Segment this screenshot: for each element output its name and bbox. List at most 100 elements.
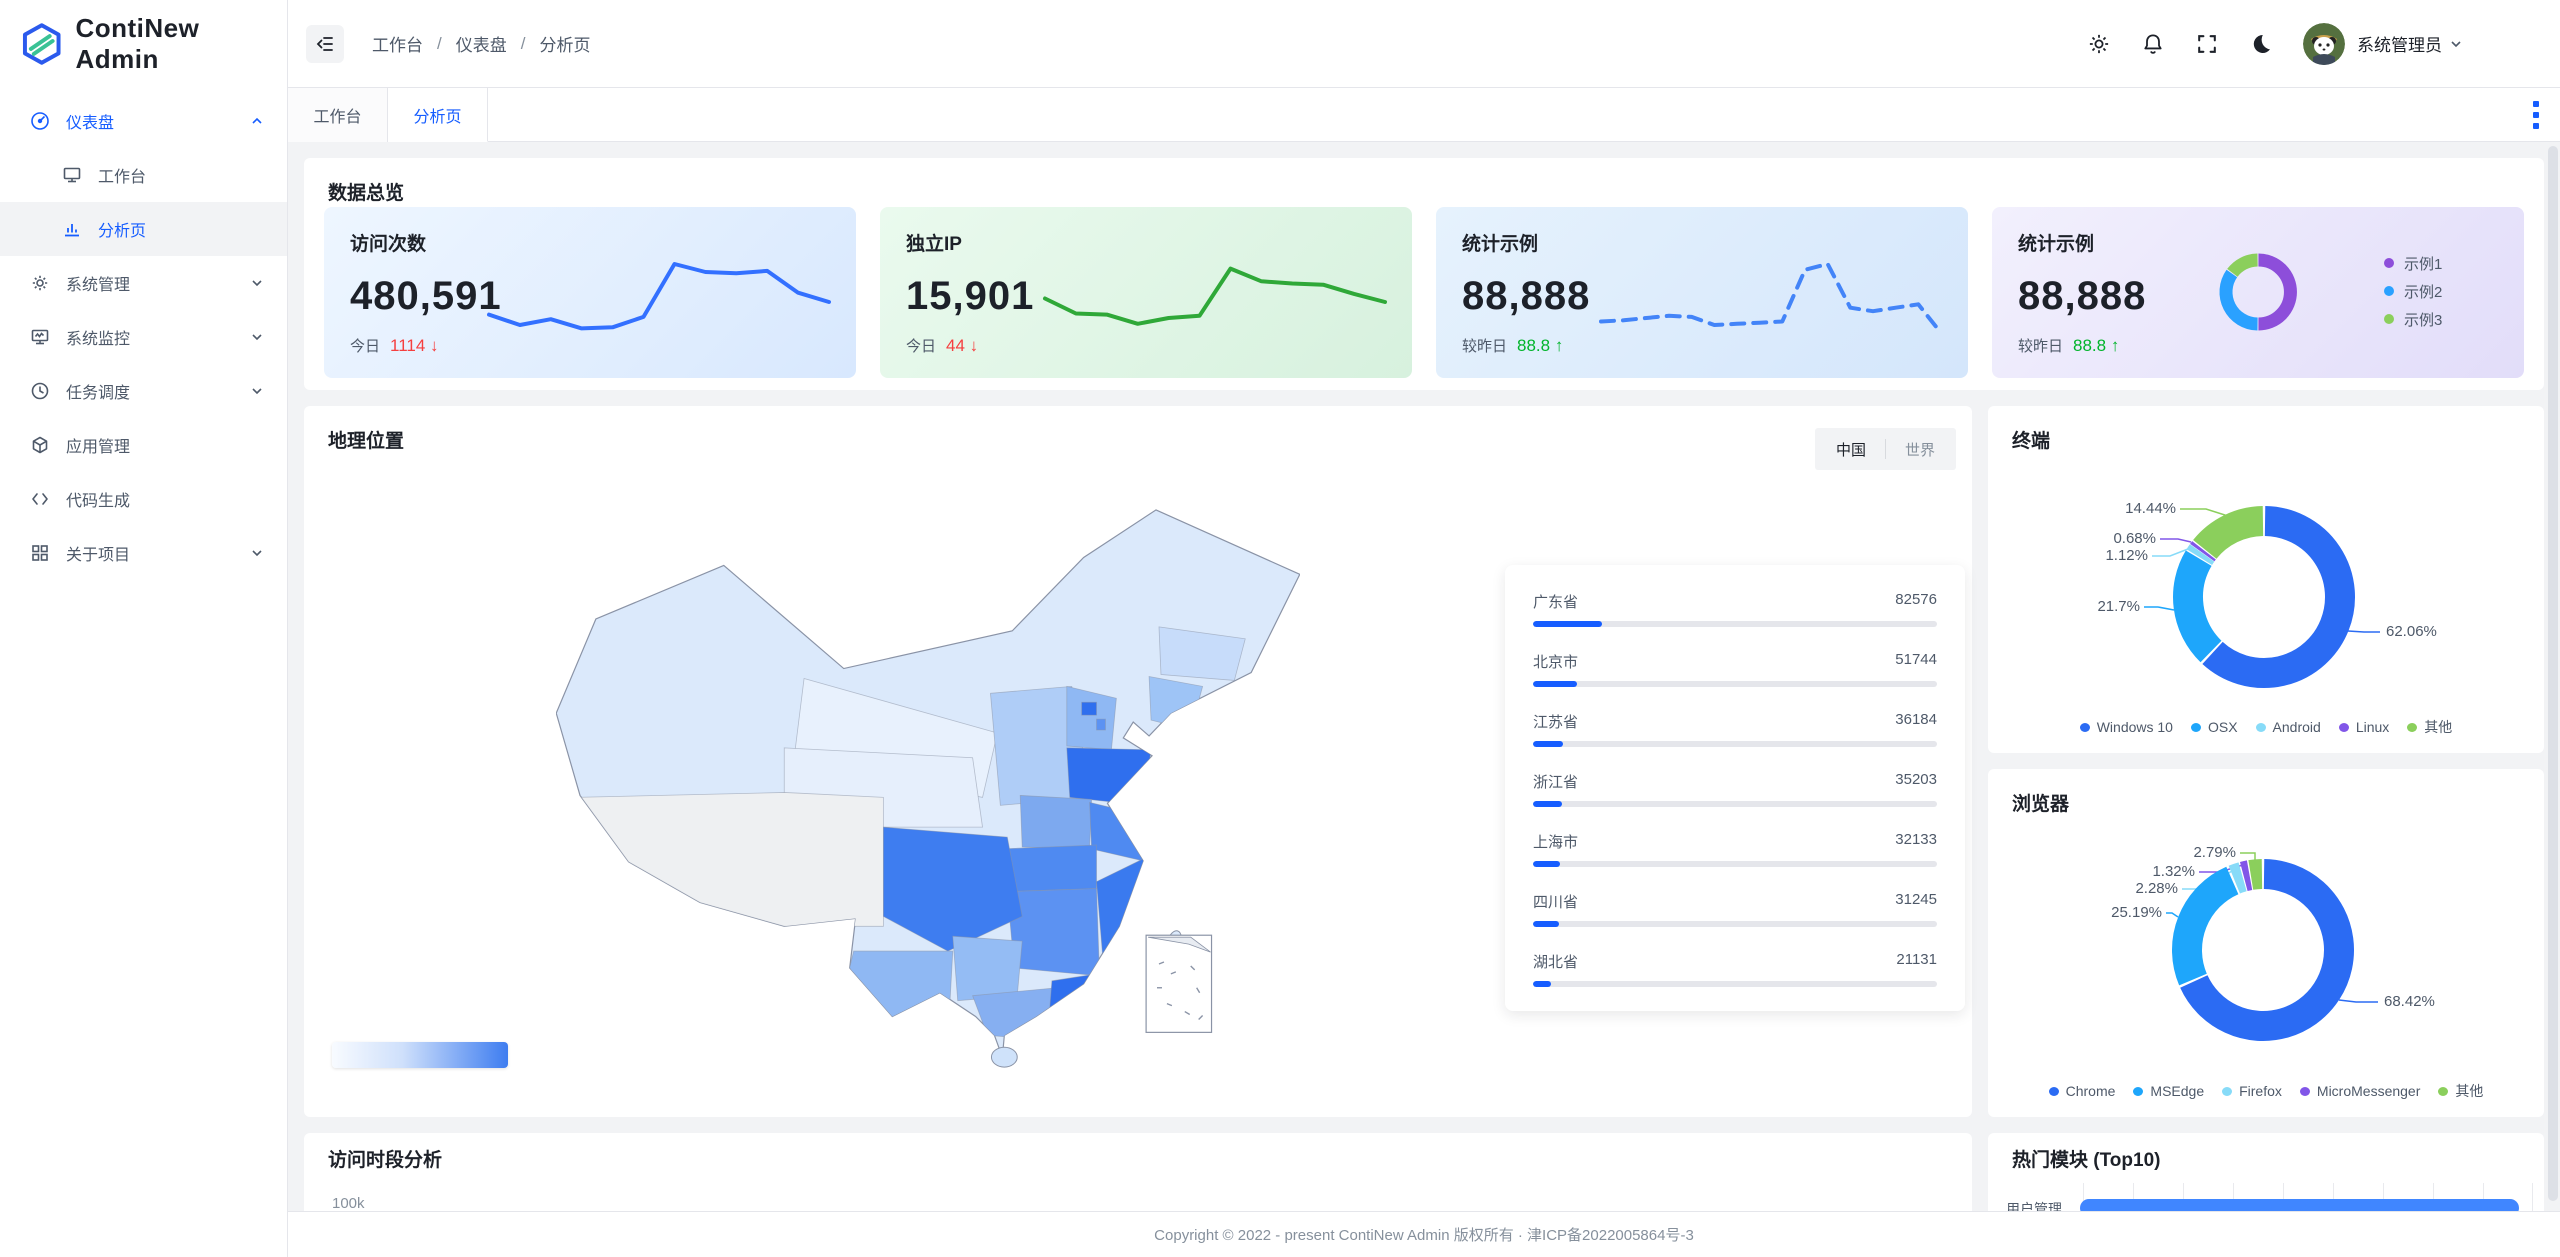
province-name: 广东省 xyxy=(1533,594,1579,611)
username[interactable]: 系统管理员 xyxy=(2357,36,2442,55)
province-row: 湖北省 21131 xyxy=(1533,951,1937,1011)
sidebar-item-system-management[interactable]: 系统管理 xyxy=(0,256,287,310)
breadcrumb: 工作台 / 仪表盘 / 分析页 xyxy=(372,31,590,56)
arrow-down-icon: ↓ xyxy=(969,335,979,355)
arrow-up-icon: ↑ xyxy=(2110,335,2120,355)
sample-donut-chart xyxy=(2219,253,2297,331)
dashboard-icon xyxy=(31,112,49,130)
browser-title: 浏览器 xyxy=(2012,794,2070,815)
overview-title: 数据总览 xyxy=(328,183,405,204)
donut-callout: 2.28% xyxy=(2135,880,2178,897)
top-modules-card: 热门模块 (Top10) 用户管理 xyxy=(1988,1133,2544,1211)
module-category-label: 用户管理 xyxy=(2006,1201,2062,1211)
donut-callout: 0.68% xyxy=(2113,530,2156,547)
province-name: 江苏省 xyxy=(1533,714,1579,731)
province-row: 上海市 32133 xyxy=(1533,831,1937,891)
stat-card-sample-donut: 统计示例 88,888 较昨日 88.8 ↑ 示例1 示例2 示例3 xyxy=(1992,207,2524,378)
breadcrumb-item[interactable]: 仪表盘 xyxy=(455,36,507,55)
china-map[interactable] xyxy=(556,500,1300,1075)
geo-title: 地理位置 xyxy=(328,431,405,452)
geo-card: 地理位置 中国 世界 xyxy=(304,406,1972,1117)
stat-value: 88,888 xyxy=(1462,274,1591,318)
donut-callout: 25.19% xyxy=(2111,904,2162,921)
province-row: 江苏省 36184 xyxy=(1533,711,1937,771)
toggle-world[interactable]: 世界 xyxy=(1904,441,1935,459)
stat-card-visits: 访问次数 480,591 今日 1114 ↓ xyxy=(324,207,856,378)
donut-callout: 21.7% xyxy=(2097,598,2140,615)
tab-actions-icon[interactable] xyxy=(2512,88,2560,141)
stat-title: 统计示例 xyxy=(2018,234,2095,255)
sidebar-menu: 仪表盘 工作台 分析页 系统管理 xyxy=(0,88,287,580)
map-density-legend[interactable] xyxy=(332,1042,508,1068)
tab-workplace[interactable]: 工作台 xyxy=(288,88,388,142)
sample-sparkline xyxy=(1599,262,1943,335)
donut-callout: 14.44% xyxy=(2125,500,2176,517)
province-value: 32133 xyxy=(1895,831,1937,848)
chevron-down-icon xyxy=(252,550,262,557)
province-ranking-panel: 广东省 82576 北京市 51744 江苏省 36184 浙江省 35203 上海市 3… xyxy=(1505,565,1965,1011)
browser-card: 浏览器 2.79% 1.32% 2.28% 25.19% 68.42% Chro… xyxy=(1988,769,2544,1117)
sidebar-item-app-management[interactable]: 应用管理 xyxy=(0,418,287,472)
settings-icon[interactable] xyxy=(2079,24,2119,64)
app-logo[interactable]: ContiNew Admin xyxy=(0,0,287,88)
donut-callout: 68.42% xyxy=(2384,993,2435,1010)
ip-sparkline xyxy=(1043,266,1387,326)
province-row: 四川省 31245 xyxy=(1533,891,1937,951)
donut-callout: 2.79% xyxy=(2193,844,2236,861)
fullscreen-icon[interactable] xyxy=(2187,24,2227,64)
terminal-legend: Windows 10 OSX Android Linux 其他 xyxy=(1988,717,2544,737)
dark-mode-icon[interactable] xyxy=(2241,24,2281,64)
breadcrumb-item[interactable]: 分析页 xyxy=(539,36,591,55)
stat-value: 480,591 xyxy=(350,274,502,318)
tab-analysis[interactable]: 分析页 xyxy=(388,88,488,142)
sidebar-item-task-schedule[interactable]: 任务调度 xyxy=(0,364,287,418)
sidebar-collapse-button[interactable] xyxy=(306,24,344,63)
province-name: 上海市 xyxy=(1533,834,1579,851)
overview-card: 数据总览 访问次数 480,591 今日 1114 ↓ 独立IP 15,901 … xyxy=(304,158,2544,390)
stat-card-sample-line: 统计示例 88,888 较昨日 88.8 ↑ xyxy=(1436,207,1968,378)
arrow-up-icon: ↑ xyxy=(1554,335,1564,355)
province-name: 浙江省 xyxy=(1533,774,1579,791)
browser-donut-chart xyxy=(2166,852,2378,1041)
cube-icon xyxy=(32,436,48,454)
stat-foot-label: 今日 xyxy=(906,338,937,355)
province-value: 51744 xyxy=(1895,651,1937,668)
sidebar-item-workplace[interactable]: 工作台 xyxy=(0,148,287,202)
chevron-down-icon xyxy=(252,280,262,287)
donut-callout: 1.12% xyxy=(2105,547,2148,564)
workplace-icon xyxy=(63,167,81,183)
stat-title: 统计示例 xyxy=(1462,234,1539,255)
chevron-down-icon xyxy=(252,388,262,395)
chevron-down-icon xyxy=(2451,40,2461,47)
top-modules-title: 热门模块 (Top10) xyxy=(2012,1150,2161,1171)
map-scope-toggle: 中国 世界 xyxy=(1815,428,1956,470)
sidebar-item-about-project[interactable]: 关于项目 xyxy=(0,526,287,580)
sidebar-item-analysis[interactable]: 分析页 xyxy=(0,202,287,256)
avatar[interactable] xyxy=(2303,22,2345,65)
sample-donut-legend: 示例1 示例2 示例3 xyxy=(2384,249,2442,333)
code-icon xyxy=(32,493,48,505)
monitor-wave-icon xyxy=(31,329,49,345)
visit-hours-card: 访问时段分析 100k xyxy=(304,1133,1972,1211)
sidebar-item-code-generation[interactable]: 代码生成 xyxy=(0,472,287,526)
terminal-card: 终端 14.44% 0.68% 1.12% 21.7% 62.06% Windo… xyxy=(1988,406,2544,753)
module-bar xyxy=(2080,1199,2520,1211)
sidebar-item-dashboard[interactable]: 仪表盘 xyxy=(0,94,287,148)
breadcrumb-separator: / xyxy=(520,33,526,53)
visits-sparkline xyxy=(487,262,831,331)
menu-fold-icon xyxy=(316,36,333,51)
stat-foot-label: 较昨日 xyxy=(2018,338,2064,355)
breadcrumb-item[interactable]: 工作台 xyxy=(372,36,423,55)
notification-icon[interactable] xyxy=(2133,24,2173,64)
scrollbar-thumb[interactable] xyxy=(2548,146,2558,1201)
toggle-china[interactable]: 中国 xyxy=(1835,441,1866,459)
sidebar-item-system-monitor[interactable]: 系统监控 xyxy=(0,310,287,364)
footer: Copyright © 2022 - present ContiNew Admi… xyxy=(288,1211,2560,1257)
hainan-island xyxy=(990,1046,1018,1068)
province-value: 35203 xyxy=(1895,771,1937,788)
grid-icon xyxy=(32,545,48,561)
province-name: 湖北省 xyxy=(1533,954,1579,971)
stat-delta: 88.8 ↑ xyxy=(2073,335,2120,355)
donut-callout: 1.32% xyxy=(2152,863,2195,880)
